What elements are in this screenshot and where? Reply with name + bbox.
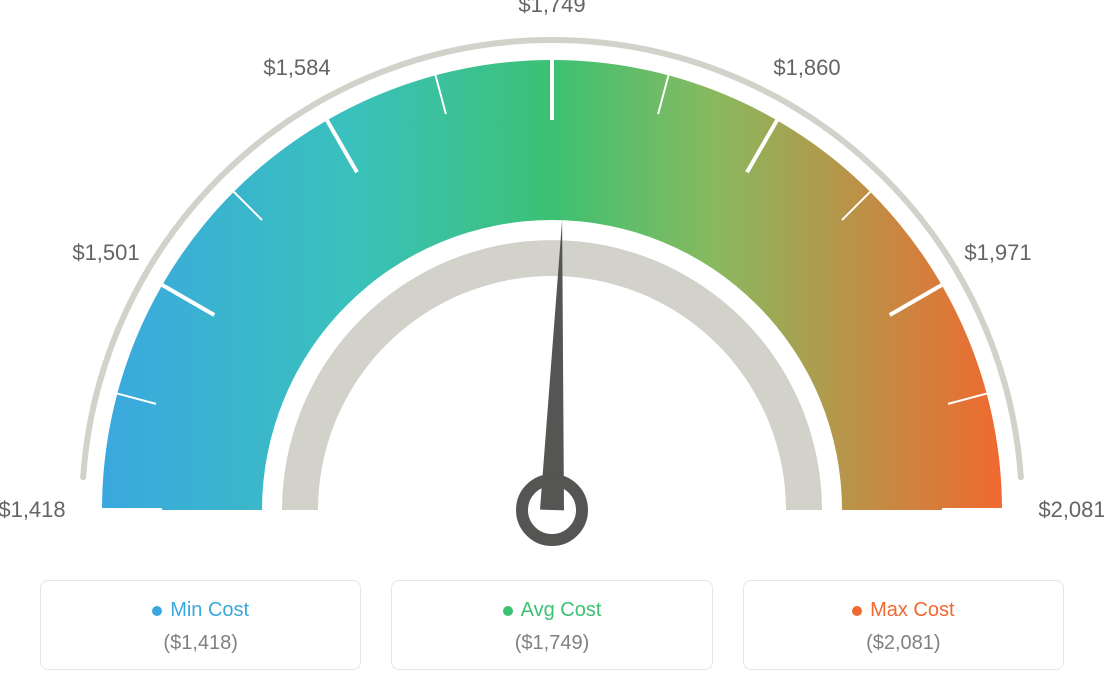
gauge-chart: $1,418 $1,501 $1,584 $1,749 $1,860 $1,971 $2,0… [0,0,1104,560]
legend-dot-max [852,606,862,616]
gauge-tick-label: $1,971 [964,240,1031,266]
gauge-tick-label: $1,584 [263,55,330,81]
gauge-tick-label: $1,501 [72,240,139,266]
legend-card-max: Max Cost ($2,081) [743,580,1064,670]
legend-dot-avg [503,606,513,616]
legend-value-avg: ($1,749) [402,632,701,655]
legend-card-min: Min Cost ($1,418) [40,580,361,670]
legend-title-max: Max Cost [754,599,1053,622]
gauge-tick-label: $1,418 [0,497,66,523]
gauge-tick-label: $1,749 [518,0,585,18]
legend-value-min: ($1,418) [51,632,350,655]
legend-dot-min [152,606,162,616]
gauge-tick-label: $2,081 [1038,497,1104,523]
legend-title-avg: Avg Cost [402,599,701,622]
legend-label-min: Min Cost [170,599,249,622]
legend-card-avg: Avg Cost ($1,749) [391,580,712,670]
legend-value-max: ($2,081) [754,632,1053,655]
legend-row: Min Cost ($1,418) Avg Cost ($1,749) Max … [40,580,1064,670]
legend-title-min: Min Cost [51,599,350,622]
gauge-svg [0,0,1104,560]
legend-label-avg: Avg Cost [521,599,602,622]
legend-label-max: Max Cost [870,599,954,622]
chart-container: $1,418 $1,501 $1,584 $1,749 $1,860 $1,971 $2,0… [0,0,1104,690]
gauge-tick-label: $1,860 [773,55,840,81]
